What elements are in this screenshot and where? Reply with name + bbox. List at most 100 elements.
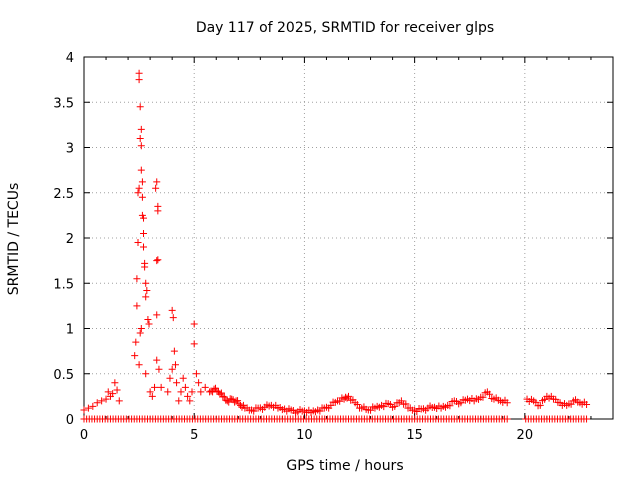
data-point	[135, 361, 143, 369]
y-tick-label: 3	[66, 142, 74, 157]
data-point	[422, 406, 430, 414]
data-point	[245, 406, 253, 414]
data-point	[143, 286, 151, 294]
axis-ticks: 0 5 10 15 20 0 0.5 1 1.5 2 2.5 3 3.5 4	[53, 51, 613, 443]
data-point	[84, 404, 92, 412]
data-point	[93, 399, 101, 407]
data-point	[145, 320, 153, 328]
x-tick-label: 15	[406, 428, 423, 443]
data-point	[225, 398, 233, 406]
data-point	[102, 395, 110, 403]
data-point	[134, 239, 142, 247]
data-point	[138, 193, 146, 201]
data-point	[89, 402, 97, 410]
data-point	[138, 178, 146, 186]
data-point	[486, 390, 494, 398]
data-point	[171, 361, 179, 369]
data-point	[153, 356, 161, 364]
data-point	[402, 400, 410, 408]
data-point	[207, 387, 215, 395]
data-point	[192, 370, 200, 378]
y-axis-label: SRMTID / TECUs	[6, 183, 22, 296]
data-point	[175, 397, 183, 405]
zero-point	[583, 415, 591, 423]
data-point	[475, 395, 483, 403]
data-point	[239, 401, 247, 409]
data-point	[188, 388, 196, 396]
data-point	[554, 398, 562, 406]
data-point	[151, 383, 159, 391]
data-point	[154, 256, 162, 264]
data-point	[226, 395, 234, 403]
data-point	[155, 365, 163, 373]
zero-point	[503, 415, 511, 423]
data-point	[481, 389, 489, 397]
data-point	[153, 311, 161, 319]
data-point	[134, 189, 142, 197]
data-point	[318, 404, 326, 412]
data-point	[115, 397, 123, 405]
y-tick-label: 4	[66, 51, 74, 66]
data-point	[201, 383, 209, 391]
data-point	[109, 390, 117, 398]
data-point	[356, 404, 364, 412]
data-point	[222, 396, 230, 404]
data-point	[479, 393, 487, 401]
data-point	[382, 399, 390, 407]
data-point	[166, 374, 174, 382]
data-point	[278, 406, 286, 414]
data-point	[428, 404, 436, 412]
data-point	[113, 386, 121, 394]
data-point	[195, 379, 203, 387]
data-point	[220, 393, 228, 401]
data-point	[494, 396, 502, 404]
data-point	[169, 314, 177, 322]
data-point	[157, 383, 165, 391]
data-point	[362, 405, 370, 413]
data-point	[154, 207, 162, 215]
data-point	[135, 69, 143, 77]
data-point	[153, 178, 161, 186]
data-point	[446, 402, 454, 410]
data-point	[184, 392, 192, 400]
data-point	[231, 398, 239, 406]
x-tick-label: 5	[190, 428, 198, 443]
data-point	[135, 76, 143, 84]
data-point	[137, 142, 145, 150]
data-point	[292, 409, 300, 417]
data-point	[235, 400, 243, 408]
x-tick-label: 10	[296, 428, 313, 443]
y-tick-label: 1	[66, 323, 74, 338]
data-point	[144, 315, 152, 323]
data-point	[213, 387, 221, 395]
data-point	[580, 398, 588, 406]
y-tick-label: 2.5	[53, 187, 74, 202]
data-point	[133, 275, 141, 283]
data-point	[298, 407, 306, 415]
data-point	[395, 399, 403, 407]
data-point	[238, 403, 246, 411]
data-point	[140, 243, 148, 251]
data-point	[209, 388, 217, 396]
data-point	[132, 338, 140, 346]
y-tick-label: 0.5	[53, 368, 74, 383]
data-point	[547, 392, 555, 400]
data-point	[349, 396, 357, 404]
data-point	[501, 396, 509, 404]
data-point	[173, 379, 181, 387]
data-point	[137, 325, 145, 332]
chart-title: Day 117 of 2025, SRMTID for receiver glp…	[196, 20, 494, 36]
data-point	[137, 125, 145, 133]
data-point	[181, 383, 189, 391]
data-point	[136, 329, 144, 337]
y-tick-label: 2	[66, 232, 74, 247]
data-point	[441, 403, 449, 411]
data-point	[325, 404, 333, 412]
x-tick-label: 20	[517, 428, 534, 443]
data-point	[234, 397, 242, 405]
data-point	[305, 406, 313, 414]
data-point	[164, 388, 172, 396]
data-point	[408, 406, 416, 414]
data-point	[285, 405, 293, 413]
